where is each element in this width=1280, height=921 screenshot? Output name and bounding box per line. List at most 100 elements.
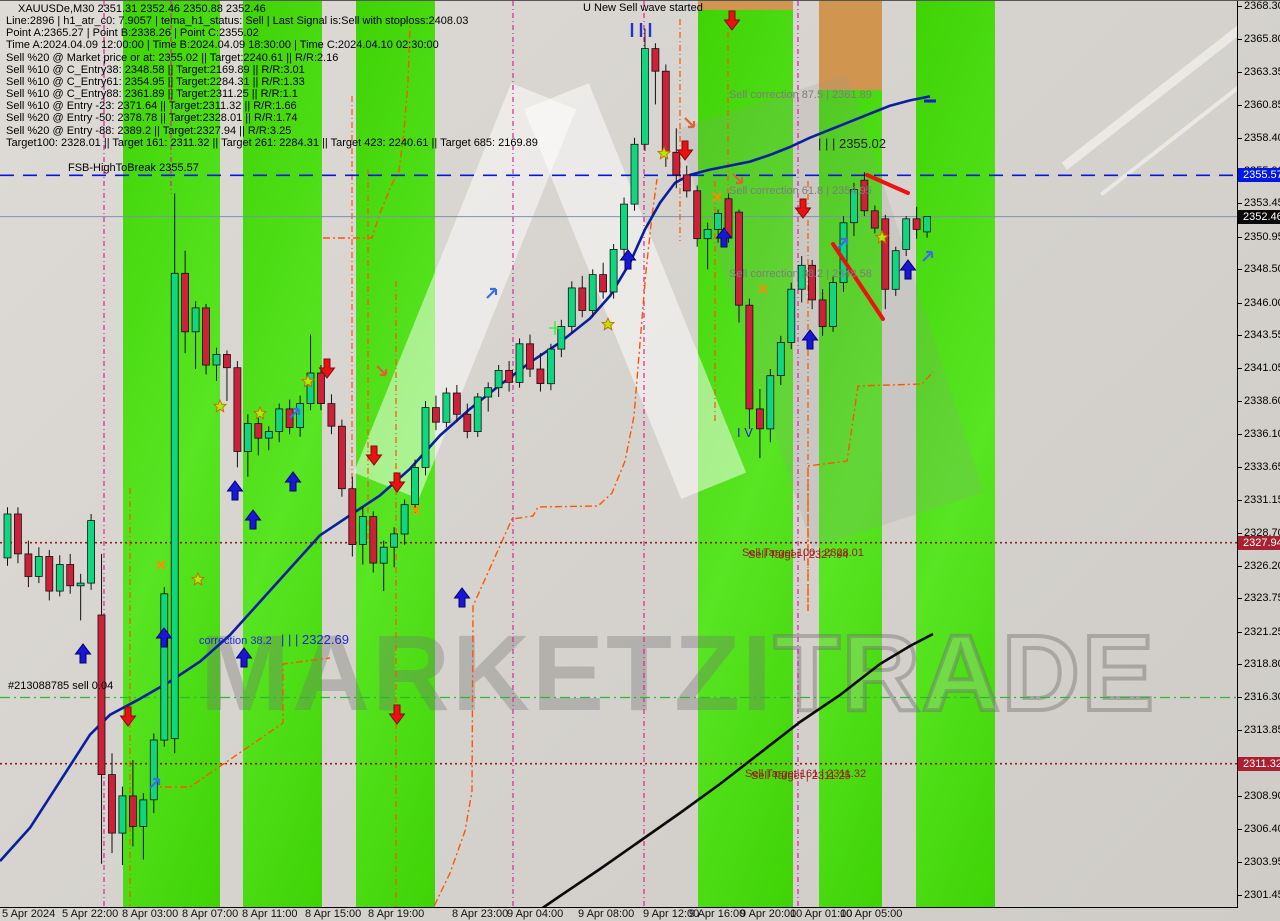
chart-plot-area[interactable]: MARKETZITRADE XAUUSDe,M30 2351.31 2352.4… [0, 1, 1238, 908]
candle-bear [202, 307, 210, 366]
price-level-badge: 2352.46 [1238, 210, 1280, 224]
info-line-sell-market: Sell %20 @ Market price or at: 2355.02 |… [6, 51, 339, 64]
tema-ma-blue-line [0, 95, 931, 862]
correction-zone-orange [698, 1, 793, 10]
candle-bull [87, 520, 95, 584]
buy-signal-arrow-blue-up [74, 643, 92, 664]
candle-bear [505, 369, 514, 383]
trailing-stop-step-line [807, 371, 934, 611]
price-tick-mark [1238, 533, 1242, 534]
sell-signal-arrow-red-down [388, 704, 406, 725]
price-tick-label: 2341.05 [1244, 362, 1280, 374]
candle-bull [829, 282, 837, 327]
candle-bull [212, 353, 221, 366]
candle-bull [473, 396, 482, 432]
sell-target-100b-label: Sell Target | 2327.94 [748, 549, 849, 561]
buy-signal-arrow-blue-up [235, 647, 253, 668]
candle-bull [923, 216, 931, 233]
candle-bull [714, 212, 722, 230]
chart-canvas[interactable] [0, 1, 1237, 907]
new-sell-wave-label: U New Sell wave started [583, 2, 703, 14]
price-tick-label: 2316.30 [1244, 691, 1280, 703]
x-marker-icon [411, 505, 421, 515]
candle-bear [651, 48, 660, 72]
candle-bear [881, 218, 890, 290]
price-tick-mark [1238, 796, 1242, 797]
price-tick-mark [1238, 138, 1242, 139]
candle-bull [306, 372, 315, 405]
candle-bear [181, 272, 190, 333]
candle-bull [160, 593, 169, 741]
candle-bull [766, 375, 775, 430]
candle-bear [254, 423, 263, 439]
price-tick-mark [1238, 368, 1242, 369]
trailing-stop-step-line [150, 657, 331, 788]
candle-bear [431, 407, 440, 423]
candle-bull [3, 513, 12, 559]
price-tick-mark [1238, 39, 1242, 40]
open-position-label: #213088785 sell 0.04 [8, 680, 114, 692]
time-tick-label: 10 Apr 05:00 [840, 908, 903, 920]
candle-bear [128, 795, 137, 827]
candle-bear [233, 367, 242, 452]
candle-bear [599, 274, 607, 293]
price-tick-label: 2338.60 [1244, 395, 1280, 407]
price-tick-label: 2333.65 [1244, 461, 1280, 473]
price-tick-mark [1238, 6, 1242, 7]
price-axis[interactable]: 2368.30 2365.80 2363.35 2360.85 2358.40 2355.… [1238, 1, 1280, 907]
candle-bear [578, 287, 587, 311]
buy-signal-arrow-blue-up [284, 471, 302, 492]
candle-bull [118, 795, 127, 834]
candle-bear [672, 151, 681, 176]
price-tick-mark [1238, 203, 1242, 204]
price-tick-label: 2348.50 [1244, 263, 1280, 275]
price-tick-label: 2363.35 [1244, 66, 1280, 78]
candle-bull [149, 739, 158, 801]
sell-signal-arrow-red-down [318, 358, 336, 379]
sell-correction-382-label: Sell correction 38.2 | 2348.58 [729, 268, 872, 280]
signal-band-green [819, 1, 882, 907]
candle-bear [369, 516, 378, 564]
price-tick-label: 2365.80 [1244, 33, 1280, 45]
candle-bear [222, 353, 231, 369]
sell-signal-arrow-red-down [723, 10, 741, 31]
broker-watermark: MARKETZITRADE [200, 617, 1156, 729]
price-tick-label: 2360.85 [1244, 99, 1280, 111]
price-tick-mark [1238, 598, 1242, 599]
time-tick-label: 8 Apr 15:00 [305, 908, 362, 920]
price-tick-mark [1238, 335, 1242, 336]
sell-signal-arrow-red-down [794, 198, 812, 219]
slow-ma-black-line [541, 632, 934, 907]
hollow-arrow-down-right-icon [376, 365, 388, 377]
time-tick-label: 9 Apr 20:00 [740, 908, 797, 920]
price-tick-label: 2301.45 [1244, 889, 1280, 901]
candle-bull [411, 466, 419, 505]
buy-signal-arrow-blue-up [619, 249, 637, 270]
price-level-badge: 2355.57 [1238, 168, 1280, 182]
candle-bull [494, 369, 503, 389]
time-tick-label: 5 Apr 22:00 [62, 908, 119, 920]
correction-zone-orange [819, 1, 882, 90]
price-tick-label: 2313.85 [1244, 724, 1280, 736]
watermark-text-solid: MARKETZI [200, 612, 774, 733]
candle-bull [850, 189, 858, 224]
price-tick-label: 2350.95 [1244, 231, 1280, 243]
candle-bull [515, 343, 524, 383]
star-marker-icon [600, 316, 616, 331]
price-level-badge: 2311.32 [1238, 757, 1280, 771]
candle-bear [452, 392, 461, 415]
price-tick-label: 2331.15 [1244, 494, 1280, 506]
star-marker-icon [300, 373, 316, 388]
time-axis[interactable]: 5 Apr 2024 5 Apr 22:00 8 Apr 03:00 8 Apr 07… [0, 908, 1280, 921]
candle-bear [526, 343, 534, 370]
hollow-arrow-up-right-icon [922, 250, 934, 262]
watermark-text-outline: TRADE [772, 612, 1156, 733]
candle-bull [567, 287, 576, 327]
candle-bull [620, 203, 628, 250]
time-tick-label: 10 Apr 01:00 [790, 908, 853, 920]
candle-bull [588, 274, 597, 311]
candle-bull [630, 143, 639, 205]
candle-bull [641, 48, 649, 145]
candlestick-series [3, 28, 931, 866]
candle-bull [191, 307, 200, 333]
